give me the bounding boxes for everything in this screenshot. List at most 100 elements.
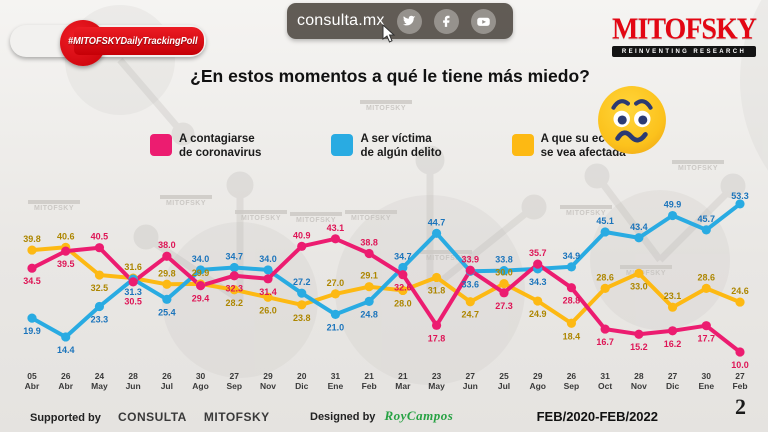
svg-text:30: 30 <box>196 371 206 381</box>
mitofsky-watermark: MITOFSKY <box>420 250 472 262</box>
svg-text:34.9: 34.9 <box>563 251 581 261</box>
svg-text:17.8: 17.8 <box>428 333 446 343</box>
svg-text:28.6: 28.6 <box>698 272 716 282</box>
svg-text:18.4: 18.4 <box>563 331 581 341</box>
svg-text:28.2: 28.2 <box>226 298 244 308</box>
svg-text:38.8: 38.8 <box>360 238 378 248</box>
svg-text:Jul: Jul <box>161 381 173 391</box>
legend-label: de coronavirus <box>179 147 262 159</box>
svg-text:53.3: 53.3 <box>731 191 749 201</box>
footer: Supported by CONSULTA MITOFSKY Designed … <box>0 394 768 426</box>
youtube-icon[interactable] <box>470 8 496 34</box>
svg-text:Ene: Ene <box>328 381 344 391</box>
svg-text:Jun: Jun <box>126 381 141 391</box>
supported-by-label: Supported by <box>30 412 101 424</box>
svg-text:45.7: 45.7 <box>698 214 716 224</box>
legend-item-delito: A ser víctima de algún delito <box>331 132 442 160</box>
svg-text:10.0: 10.0 <box>731 360 749 370</box>
svg-text:31: 31 <box>331 371 341 381</box>
svg-text:40.5: 40.5 <box>91 232 109 242</box>
svg-text:34.7: 34.7 <box>226 252 244 262</box>
svg-text:44.7: 44.7 <box>428 217 446 227</box>
svg-text:Sep: Sep <box>226 381 242 391</box>
hashtag-text: #MITOFSKYDailyTrackingPoll <box>68 35 198 47</box>
svg-text:33.9: 33.9 <box>462 254 480 264</box>
svg-text:31.8: 31.8 <box>428 285 446 295</box>
svg-text:34.5: 34.5 <box>23 276 41 286</box>
svg-text:34.0: 34.0 <box>192 254 210 264</box>
svg-text:21.0: 21.0 <box>327 322 345 332</box>
svg-text:27: 27 <box>230 371 240 381</box>
svg-text:24.7: 24.7 <box>462 310 480 320</box>
fear-tracking-chart: 39.8 34.5 19.9 40.6 39.5 14.4 40.5 32.5 23.3 31.6… <box>23 191 749 391</box>
mitofsky-footer-logo: MITOFSKY <box>203 410 270 424</box>
mitofsky-watermark: MITOFSKY <box>235 210 287 222</box>
svg-text:Feb: Feb <box>732 381 747 391</box>
svg-text:21: 21 <box>364 371 374 381</box>
svg-text:32.3: 32.3 <box>226 284 244 294</box>
legend-label: de algún delito <box>360 147 442 159</box>
svg-text:23.8: 23.8 <box>293 313 311 323</box>
svg-text:30.0: 30.0 <box>495 268 513 278</box>
page-number: 2 <box>735 394 746 419</box>
svg-text:Feb: Feb <box>362 381 377 391</box>
svg-text:19.9: 19.9 <box>23 326 41 336</box>
svg-text:26.0: 26.0 <box>259 305 277 315</box>
svg-text:26: 26 <box>162 371 172 381</box>
svg-text:Abr: Abr <box>25 381 40 391</box>
svg-text:38.0: 38.0 <box>158 240 176 250</box>
svg-text:30: 30 <box>702 371 712 381</box>
svg-text:33.8: 33.8 <box>495 255 513 265</box>
svg-text:40.9: 40.9 <box>293 230 311 240</box>
svg-text:27: 27 <box>466 371 476 381</box>
svg-text:23: 23 <box>432 371 442 381</box>
svg-text:24: 24 <box>95 371 105 381</box>
svg-text:31.3: 31.3 <box>124 287 142 297</box>
supported-by: Supported by CONSULTA MITOFSKY <box>30 410 270 424</box>
svg-text:29.1: 29.1 <box>360 271 378 281</box>
svg-text:30.5: 30.5 <box>124 297 142 307</box>
svg-text:23.1: 23.1 <box>664 291 682 301</box>
svg-text:23.3: 23.3 <box>91 315 109 325</box>
svg-text:31: 31 <box>600 371 610 381</box>
twitter-icon[interactable] <box>396 8 422 34</box>
mitofsky-watermark: MITOFSKY <box>560 205 612 217</box>
svg-text:27.0: 27.0 <box>327 278 345 288</box>
svg-text:28: 28 <box>634 371 644 381</box>
svg-text:20: 20 <box>297 371 307 381</box>
legend-label: se vea afectada <box>540 147 626 159</box>
legend-item-coronavirus: A contagiarse de coronavirus <box>150 132 261 160</box>
svg-text:32.6: 32.6 <box>394 283 412 293</box>
hashtag-banner-bar <box>74 27 204 55</box>
svg-text:27: 27 <box>735 371 745 381</box>
svg-text:31.4: 31.4 <box>259 287 277 297</box>
site-bar: consulta.mx <box>287 3 513 39</box>
svg-text:Nov: Nov <box>260 381 276 391</box>
page-title: ¿En estos momentos a qué le tiene más mi… <box>190 66 590 86</box>
svg-text:Ago: Ago <box>529 381 546 391</box>
svg-text:21: 21 <box>398 371 408 381</box>
svg-text:14.4: 14.4 <box>57 345 75 355</box>
svg-text:29: 29 <box>263 371 273 381</box>
mitofsky-watermark: MITOFSKY <box>620 265 672 277</box>
designer-signature: RoyCampos <box>384 408 454 423</box>
svg-text:39.8: 39.8 <box>23 234 41 244</box>
svg-text:May: May <box>428 381 445 391</box>
worried-face-emoji <box>598 86 666 154</box>
svg-text:35.7: 35.7 <box>529 248 547 258</box>
legend-swatch-blue <box>331 134 354 156</box>
svg-text:33.6: 33.6 <box>462 279 480 289</box>
hashtag-banner: #MITOFSKYDailyTrackingPoll <box>8 20 208 66</box>
svg-text:34.3: 34.3 <box>529 277 547 287</box>
facebook-icon[interactable] <box>433 8 459 34</box>
mitofsky-watermark: MITOFSKY <box>672 160 724 172</box>
mitofsky-logo: MITOFSKY REINVENTING RESEARCH <box>612 14 757 57</box>
svg-text:24.8: 24.8 <box>360 309 378 319</box>
site-link[interactable]: consulta.mx <box>297 12 385 29</box>
svg-text:Nov: Nov <box>631 381 647 391</box>
svg-text:25.4: 25.4 <box>158 307 176 317</box>
svg-text:May: May <box>91 381 108 391</box>
svg-text:Ago: Ago <box>192 381 209 391</box>
svg-text:43.4: 43.4 <box>630 222 648 232</box>
mitofsky-watermark: MITOFSKY <box>28 200 80 212</box>
